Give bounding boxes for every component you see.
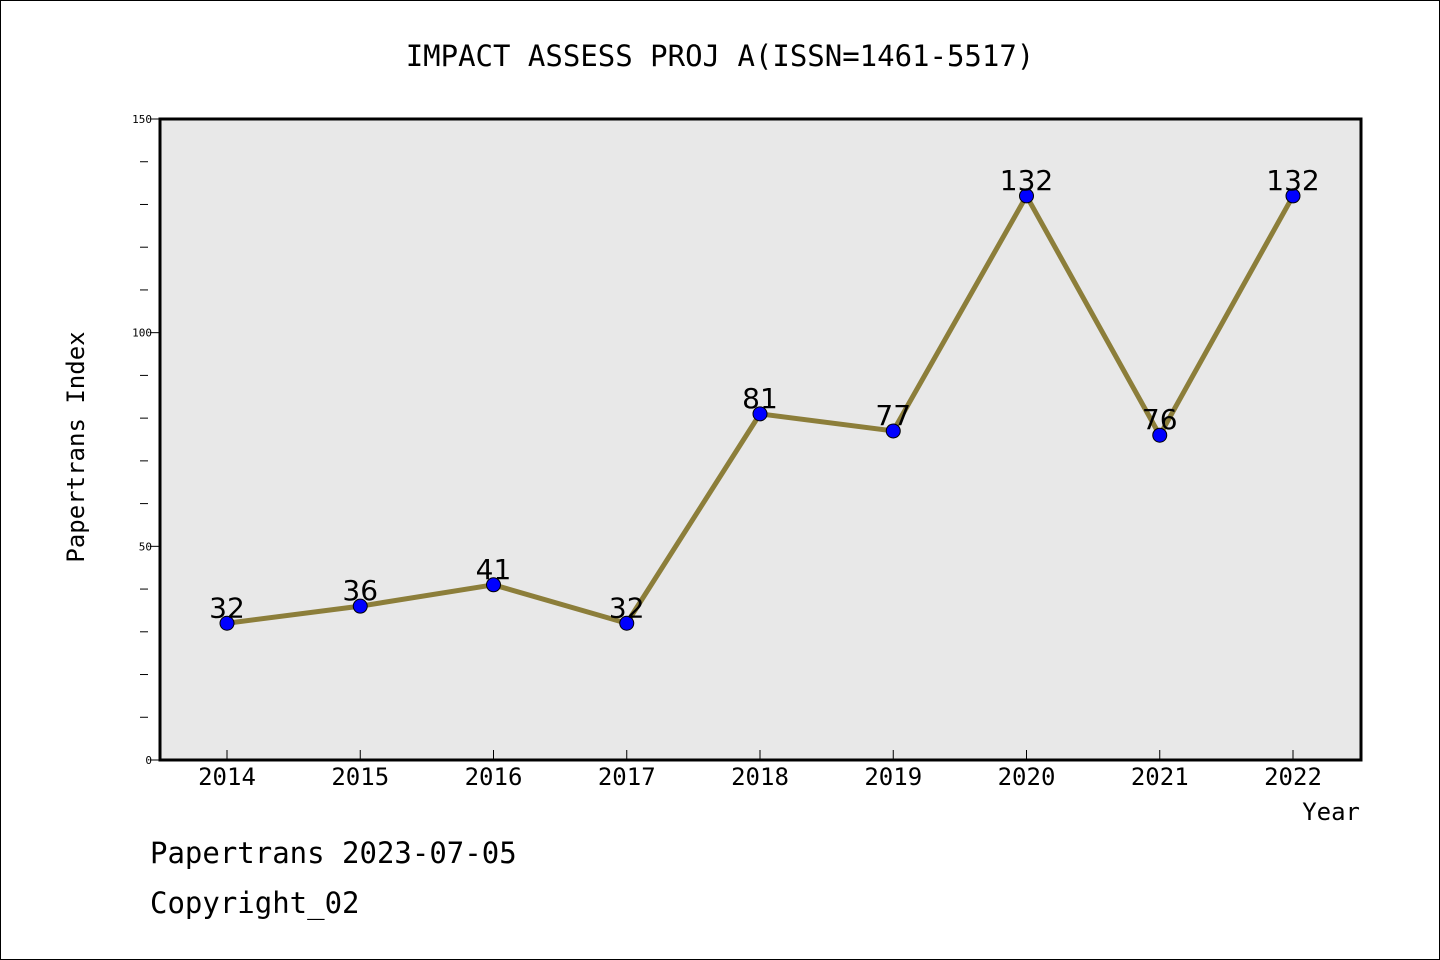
data-point [619,615,635,631]
y-tick-label: 150 [132,113,152,126]
x-tick-label: 2022 [1264,763,1322,791]
plot-area [158,117,1363,762]
x-axis: 2014 2015 2016 2017 2018 2019 2020 2021 2022 [198,750,1322,791]
x-tick-label: 2015 [331,763,389,791]
x-tick-label: 2021 [1131,763,1189,791]
data-point [219,615,235,631]
x-tick-label: 2019 [864,763,922,791]
data-label: 132 [1266,164,1319,197]
x-tick-label: 2016 [465,763,523,791]
x-axis-label: Year [1302,798,1360,826]
data-label: 132 [1000,164,1053,197]
chart-title: IMPACT ASSESS PROJ A(ISSN=1461-5517) [406,39,1035,73]
data-point [752,406,768,422]
data-point [486,577,501,593]
data-label: 41 [476,553,512,586]
series-group: 32 36 41 32 81 77 132 76 132 [209,164,1320,631]
y-tick-label: 50 [139,540,152,553]
footer-copyright-label: Copyright_02 [150,886,360,920]
data-point [1152,427,1168,443]
data-point [885,423,901,439]
y-tick-label: 100 [132,327,152,340]
footer-date-label: Papertrans 2023-07-05 [150,836,517,870]
y-axis: 0 50 100 150 [132,113,160,767]
x-tick-label: 2020 [998,763,1056,791]
data-label: 32 [609,591,645,624]
data-label: 81 [742,382,778,415]
y-tick-label: 0 [145,754,152,767]
data-label: 76 [1142,403,1178,436]
data-point [1285,188,1301,204]
data-label: 32 [209,591,245,624]
y-axis-label: Papertrans Index [62,331,90,562]
data-label: 36 [342,574,378,607]
x-tick-label: 2014 [198,763,256,791]
x-tick-label: 2018 [731,763,789,791]
data-point [1019,188,1034,204]
x-tick-label: 2017 [598,763,656,791]
data-label: 77 [875,399,911,432]
data-point [352,598,368,614]
